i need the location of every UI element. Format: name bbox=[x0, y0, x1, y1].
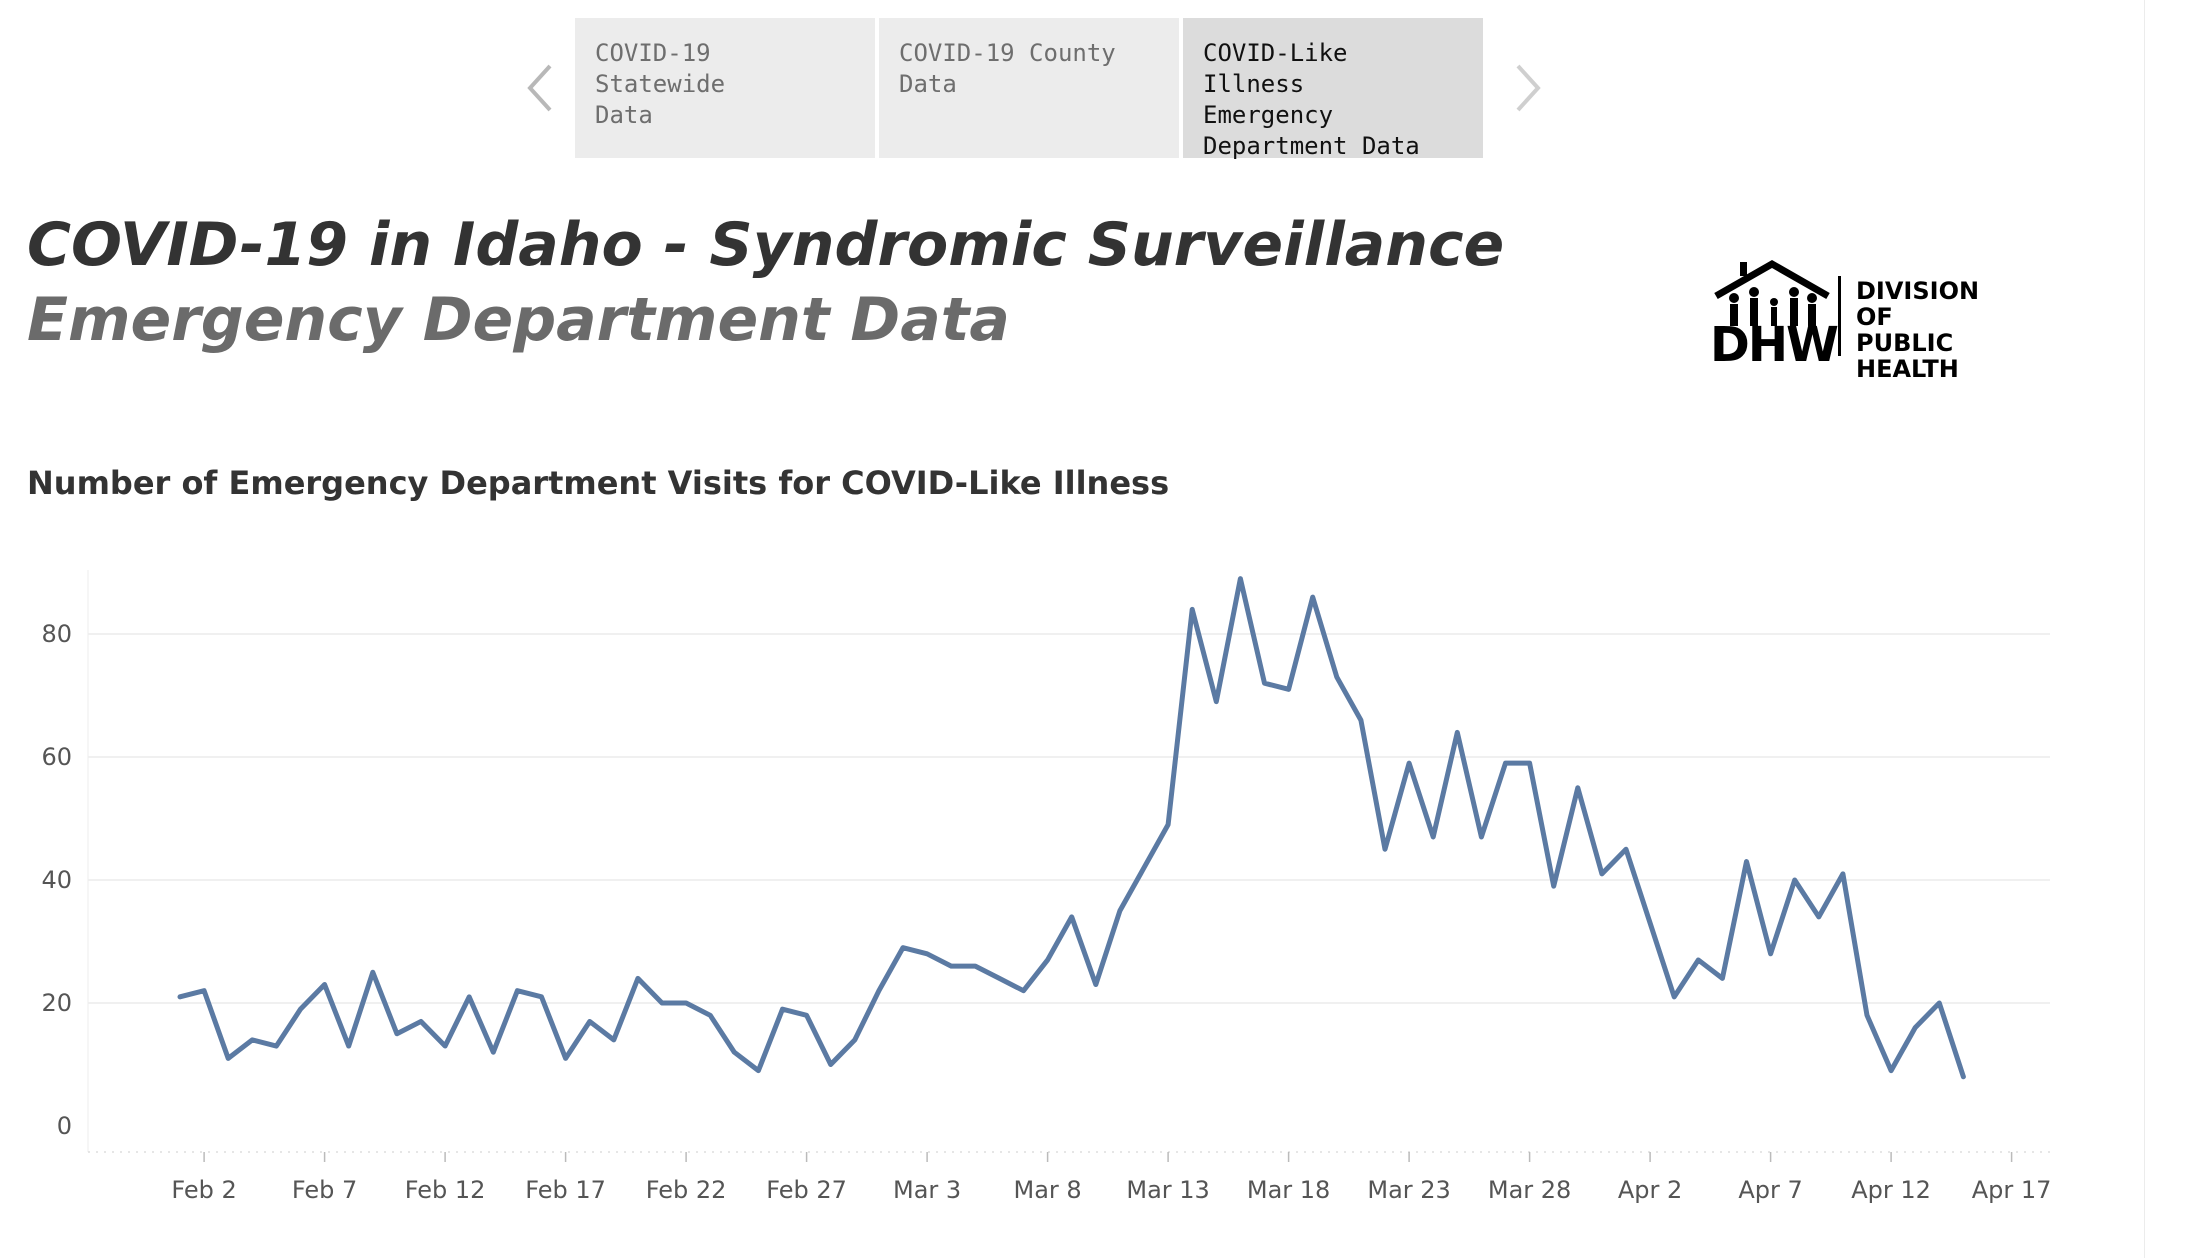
x-tick-label: Feb 27 bbox=[766, 1176, 847, 1204]
chart-title: Number of Emergency Department Visits fo… bbox=[27, 464, 1170, 502]
dhw-house-logo-icon bbox=[1714, 259, 1830, 326]
tab-statewide-data[interactable]: COVID-19 Statewide Data bbox=[575, 18, 875, 158]
logo-divider bbox=[1838, 276, 1841, 356]
page-subtitle: Emergency Department Data bbox=[27, 285, 1010, 355]
x-tick-label: Mar 8 bbox=[1014, 1176, 1082, 1204]
dashboard-tab-strip: COVID-19 Statewide Data COVID-19 County … bbox=[575, 18, 1483, 160]
x-tick-label: Feb 2 bbox=[171, 1176, 236, 1204]
chart-series bbox=[177, 576, 1966, 1080]
y-tick-label: 20 bbox=[41, 989, 72, 1017]
x-tick-label: Mar 3 bbox=[893, 1176, 961, 1204]
next-tab-arrow-icon[interactable] bbox=[1508, 58, 1548, 118]
y-tick-label: 80 bbox=[41, 620, 72, 648]
x-tick-label: Apr 2 bbox=[1618, 1176, 1682, 1204]
x-tick-label: Feb 22 bbox=[646, 1176, 727, 1204]
dhw-logo: DHW DIVISION OF PUBLIC HEALTH bbox=[1710, 258, 2020, 382]
x-tick-label: Apr 7 bbox=[1738, 1176, 1802, 1204]
previous-tab-arrow-icon[interactable] bbox=[520, 58, 560, 118]
y-tick-label: 0 bbox=[57, 1112, 72, 1140]
chart-axes: 0 20 40 60 80 Feb 2 Feb 7 Feb 12 Feb 17 Feb 22 Feb… bbox=[41, 570, 2051, 1204]
ed-visits-line-chart: 0 20 40 60 80 Feb 2 Feb 7 Feb 12 Feb 17 Feb 22 Feb… bbox=[41, 570, 2051, 1204]
chart-gridlines bbox=[88, 633, 2050, 1004]
x-tick-label: Apr 17 bbox=[1972, 1176, 2052, 1204]
logo-org-name: DIVISION OF PUBLIC HEALTH bbox=[1856, 277, 1980, 383]
logo-dhw-text: DHW bbox=[1710, 317, 1839, 373]
x-tick-label: Feb 17 bbox=[525, 1176, 606, 1204]
series-line[interactable] bbox=[177, 576, 1966, 1080]
x-tick-label: Feb 7 bbox=[292, 1176, 357, 1204]
x-tick-label: Mar 28 bbox=[1488, 1176, 1571, 1204]
tab-county-data[interactable]: COVID-19 County Data bbox=[879, 18, 1179, 158]
page-title: COVID-19 in Idaho - Syndromic Surveillan… bbox=[27, 210, 1505, 280]
x-tick-label: Mar 23 bbox=[1367, 1176, 1450, 1204]
page-divider bbox=[2144, 0, 2145, 1258]
y-tick-label: 60 bbox=[41, 743, 72, 771]
x-tick-label: Apr 12 bbox=[1851, 1176, 1931, 1204]
tab-emergency-department-data[interactable]: COVID-Like Illness Emergency Department … bbox=[1183, 18, 1483, 160]
y-tick-label: 40 bbox=[41, 866, 72, 894]
x-tick-label: Feb 12 bbox=[405, 1176, 486, 1204]
x-tick-label: Mar 13 bbox=[1126, 1176, 1209, 1204]
x-tick-label: Mar 18 bbox=[1247, 1176, 1330, 1204]
